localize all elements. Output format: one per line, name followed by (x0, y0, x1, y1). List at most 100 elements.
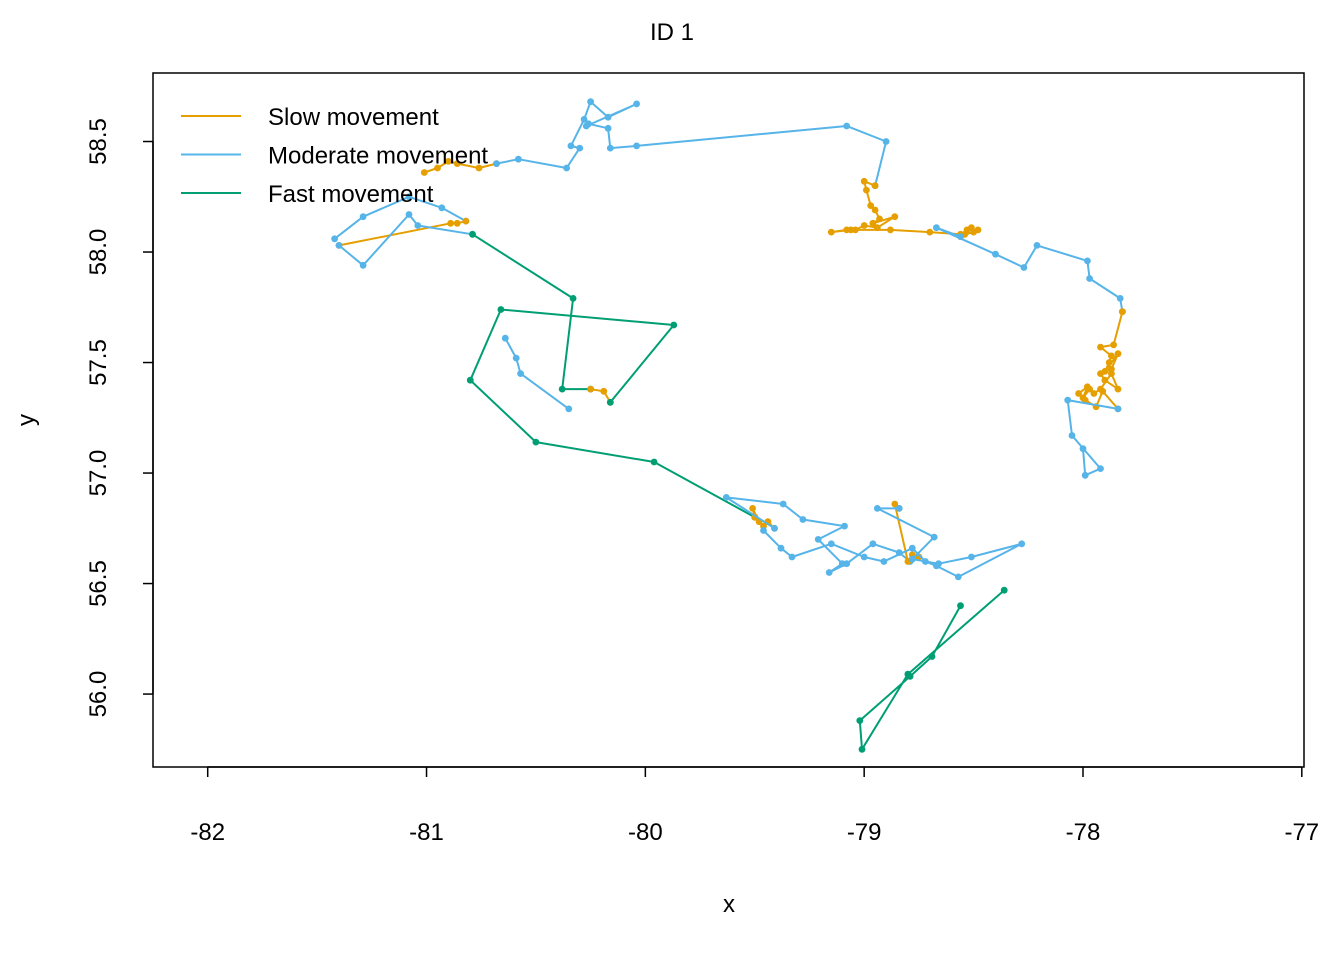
data-point (1068, 432, 1076, 439)
data-point (438, 204, 446, 212)
data-point (873, 224, 881, 232)
data-point (882, 138, 890, 145)
data-point (475, 164, 483, 172)
data-point (1101, 376, 1109, 384)
x-tick-label: -82 (190, 819, 225, 846)
data-point (445, 158, 452, 165)
data-point (517, 370, 524, 377)
data-point (501, 334, 509, 342)
series-segment (335, 211, 476, 269)
data-point (904, 670, 912, 678)
data-point (860, 222, 868, 229)
data-point (1081, 396, 1089, 404)
data-point (827, 540, 835, 548)
data-point (871, 182, 879, 190)
data-point (860, 177, 868, 185)
legend-label: Moderate movement (268, 143, 488, 170)
data-point (604, 124, 612, 132)
data-point (974, 226, 982, 234)
data-point (466, 376, 474, 384)
data-point (580, 116, 588, 123)
data-point (908, 555, 916, 563)
data-point (788, 553, 796, 561)
data-point (1108, 352, 1115, 360)
data-point (1018, 540, 1026, 548)
data-point (968, 553, 975, 561)
data-point (359, 213, 367, 221)
data-point (469, 230, 476, 238)
data-point (1033, 242, 1041, 249)
data-point (1084, 257, 1091, 265)
data-point (928, 653, 936, 660)
data-point (1097, 343, 1104, 351)
x-tick-label: -81 (409, 819, 444, 846)
data-point (843, 122, 851, 130)
series-segment (760, 505, 1026, 581)
legend-item: Fast movement (181, 181, 434, 208)
data-point (933, 224, 940, 232)
data-point (462, 217, 470, 225)
series-line (504, 337, 570, 410)
data-point (891, 213, 899, 221)
series-segment (856, 586, 1008, 753)
data-point (1099, 387, 1107, 395)
y-tick-label: 57.5 (85, 339, 112, 386)
data-point (1075, 390, 1082, 397)
data-point (1110, 341, 1117, 349)
data-point (453, 160, 461, 168)
legend-item: Slow movement (181, 104, 439, 131)
data-point (827, 228, 835, 236)
data-point (1116, 295, 1124, 302)
data-point (749, 505, 756, 512)
data-point (633, 100, 640, 108)
data-point (891, 500, 899, 508)
data-point (1105, 359, 1113, 366)
data-point (563, 164, 570, 172)
data-point (1079, 445, 1087, 453)
series-segment (466, 306, 759, 521)
x-tick-label: -77 (1284, 819, 1319, 846)
legend-label: Slow movement (268, 104, 439, 131)
x-axis-label: x (723, 891, 735, 918)
data-point (869, 219, 877, 227)
data-point (887, 226, 894, 234)
data-point (585, 120, 592, 128)
data-point (335, 242, 343, 249)
data-point (858, 745, 866, 753)
series-line (1066, 399, 1119, 477)
data-point (722, 494, 730, 501)
chart-title: ID 1 (650, 19, 694, 46)
series-line (935, 226, 1124, 312)
data-point (856, 717, 864, 724)
data-point (908, 544, 916, 552)
data-point (1108, 370, 1115, 377)
data-point (569, 295, 577, 302)
data-point (847, 226, 855, 234)
data-point (587, 98, 594, 106)
series-line (471, 233, 591, 391)
series-line (496, 100, 888, 186)
data-point (600, 387, 608, 395)
series-line (338, 220, 467, 247)
x-tick-label: -79 (847, 819, 882, 846)
data-point (359, 261, 367, 269)
series-line (1077, 311, 1124, 410)
data-point (1020, 264, 1028, 271)
data-point (1084, 383, 1091, 391)
y-tick-label: 58.0 (85, 229, 112, 276)
data-point (841, 522, 848, 530)
data-point (604, 113, 612, 121)
series-line (469, 308, 756, 519)
series-segment (827, 177, 982, 241)
data-point (512, 354, 520, 362)
data-point (532, 438, 540, 446)
data-point (992, 250, 999, 258)
data-point (414, 222, 422, 229)
data-point (930, 533, 938, 541)
data-point (606, 398, 614, 406)
data-point (587, 385, 594, 393)
y-tick-label: 58.5 (85, 118, 112, 165)
data-point (926, 228, 934, 236)
data-point (760, 527, 767, 534)
